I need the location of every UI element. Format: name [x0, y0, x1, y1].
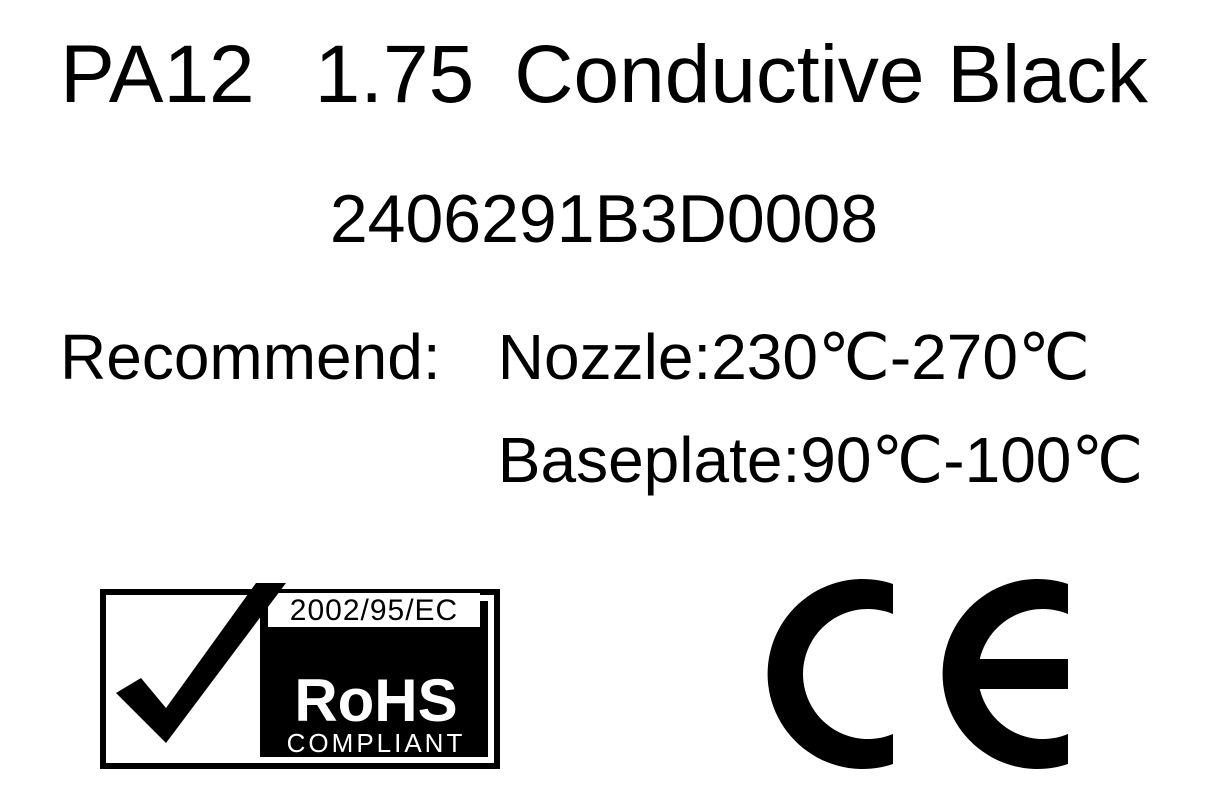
rohs-badge: 2002/95/EC RoHS COMPLIANT	[100, 589, 500, 769]
baseplate-spec: Baseplate:90℃-100℃	[498, 423, 1143, 498]
nozzle-value: 230℃-270℃	[711, 321, 1090, 393]
ce-mark-icon	[748, 569, 1088, 779]
material-code: PA12	[60, 28, 255, 122]
recommend-block: Recommend: Nozzle:230℃-270℃ Baseplate:90…	[60, 320, 1143, 498]
nozzle-label: Nozzle:	[498, 321, 711, 393]
recommend-label: Recommend:	[60, 320, 480, 394]
certification-badges: 2002/95/EC RoHS COMPLIANT	[0, 559, 1208, 779]
baseplate-label: Baseplate:	[498, 424, 800, 496]
checkmark-icon	[96, 563, 326, 783]
serial-number: 2406291B3D0008	[0, 180, 1208, 258]
baseplate-value: 90℃-100℃	[800, 424, 1143, 496]
filament-diameter: 1.75	[315, 28, 475, 122]
nozzle-spec: Nozzle:230℃-270℃	[498, 320, 1090, 395]
color-name: Conductive Black	[514, 28, 1148, 122]
title-row: PA12 1.75 Conductive Black	[0, 28, 1208, 122]
product-label: PA121.75Conductive Black 2406291B3D0008 …	[0, 0, 1208, 809]
